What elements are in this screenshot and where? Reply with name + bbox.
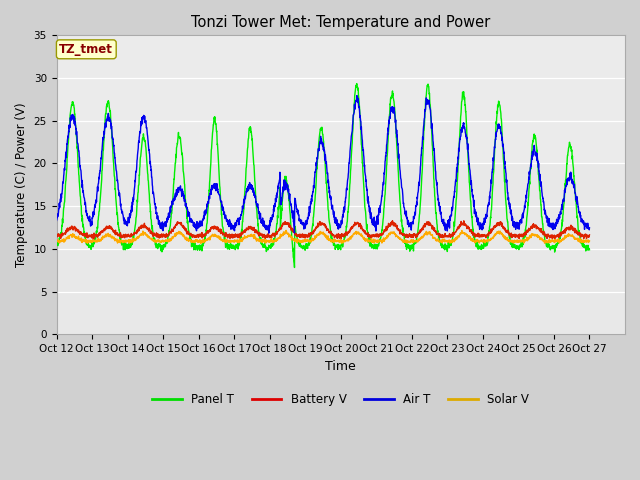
Y-axis label: Temperature (C) / Power (V): Temperature (C) / Power (V)	[15, 103, 28, 267]
Title: Tonzi Tower Met: Temperature and Power: Tonzi Tower Met: Temperature and Power	[191, 15, 490, 30]
Legend: Panel T, Battery V, Air T, Solar V: Panel T, Battery V, Air T, Solar V	[148, 388, 534, 410]
X-axis label: Time: Time	[325, 360, 356, 372]
Bar	[56, 36, 625, 164]
Text: TZ_tmet: TZ_tmet	[60, 43, 113, 56]
